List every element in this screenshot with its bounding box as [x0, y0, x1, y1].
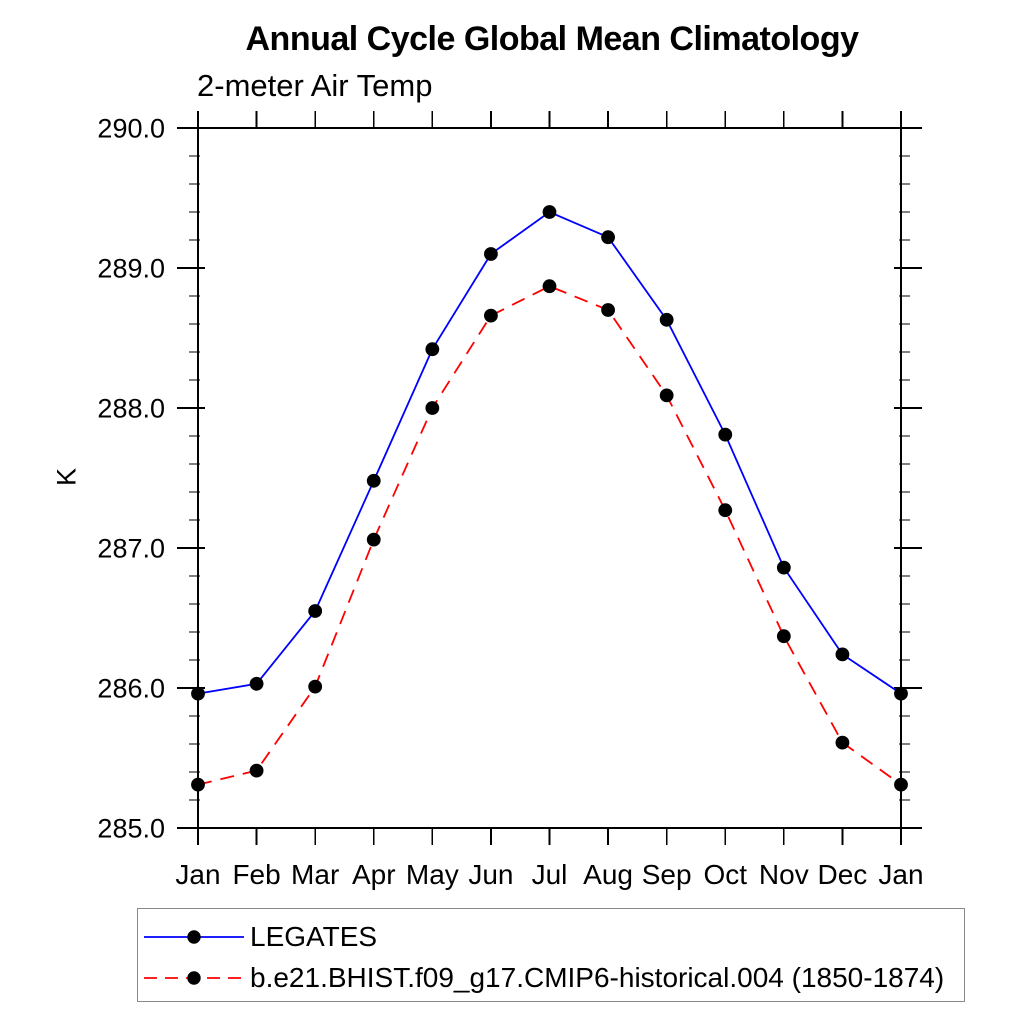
y-tick-label: 287.0	[97, 534, 165, 564]
x-tick-label: Dec	[818, 859, 868, 890]
x-tick-label: Oct	[703, 859, 747, 890]
legend-line-sample-solid-blue-icon	[144, 930, 244, 944]
data-point-marker-0	[191, 686, 205, 701]
series-line-1	[197, 285, 902, 786]
data-point-marker-1	[308, 679, 323, 694]
legend-line-sample-dashed-red-icon	[144, 971, 244, 985]
data-point-marker-1	[776, 629, 791, 644]
x-tick-label: Mar	[291, 859, 339, 890]
x-tick-label: Jun	[468, 859, 513, 890]
data-point-marker-1	[542, 279, 557, 294]
data-point-marker-0	[425, 342, 440, 357]
data-point-marker-1	[484, 308, 498, 323]
chart-title: Annual Cycle Global Mean Climatology	[245, 20, 860, 58]
data-point-marker-0	[308, 604, 323, 618]
data-point-marker-0	[835, 647, 850, 662]
data-point-marker-0	[542, 205, 557, 219]
chart-subtitle: 2-meter Air Temp	[197, 68, 433, 103]
legend-box: LEGATES b.e21.BHIST.f09_g17.CMIP6-histor…	[137, 908, 965, 1002]
legend-entry-legates: LEGATES	[141, 918, 377, 956]
x-tick-label: May	[406, 859, 459, 890]
legend-label-model: b.e21.BHIST.f09_g17.CMIP6-historical.004…	[250, 962, 945, 993]
x-tick-label: Apr	[352, 859, 396, 890]
data-point-marker-1	[366, 532, 381, 547]
plot-frame	[197, 127, 902, 829]
y-tick-label: 288.0	[97, 394, 165, 424]
data-point-marker-0	[366, 473, 381, 488]
x-tick-label: Jul	[532, 859, 568, 890]
data-point-marker-0	[249, 676, 264, 691]
legend-label-legates: LEGATES	[250, 921, 378, 952]
data-point-marker-1	[425, 401, 440, 415]
x-tick-label: Jan	[878, 859, 923, 890]
data-point-marker-1	[191, 777, 205, 792]
x-tick-label: Nov	[759, 859, 809, 890]
data-point-marker-1	[835, 735, 850, 750]
data-point-marker-0	[776, 560, 791, 575]
y-tick-label: 290.0	[97, 114, 165, 144]
y-tick-label: 289.0	[97, 254, 165, 284]
x-tick-label: Jan	[175, 859, 220, 890]
y-tick-label: 285.0	[97, 814, 165, 844]
data-point-marker-0	[894, 686, 908, 701]
data-point-marker-1	[718, 503, 733, 518]
data-point-marker-1	[659, 388, 674, 403]
data-point-marker-1	[601, 303, 615, 317]
data-point-marker-1	[249, 763, 264, 778]
x-tick-label: Sep	[642, 859, 692, 890]
data-point-marker-0	[601, 230, 615, 245]
x-tick-label: Feb	[232, 859, 280, 890]
data-point-marker-0	[659, 312, 674, 327]
data-point-marker-0	[718, 427, 733, 442]
x-tick-label: Aug	[583, 859, 633, 890]
data-point-marker-1	[894, 777, 908, 792]
legend-entry-model: b.e21.BHIST.f09_g17.CMIP6-historical.004…	[141, 959, 944, 997]
data-point-marker-0	[484, 247, 498, 261]
y-tick-label: 286.0	[97, 674, 165, 704]
